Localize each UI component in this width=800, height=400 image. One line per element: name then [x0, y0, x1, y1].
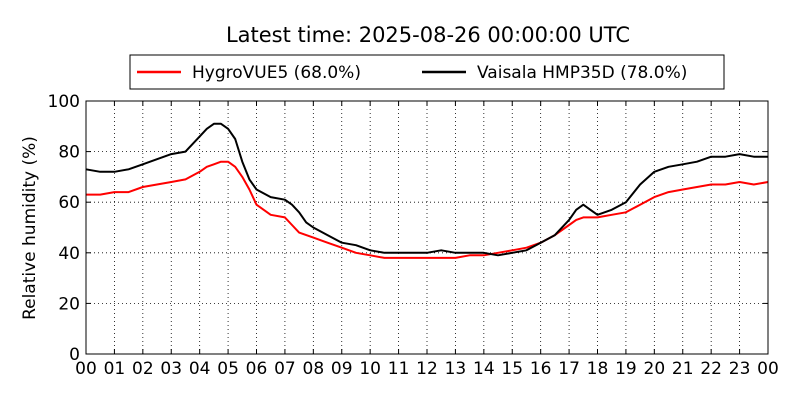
x-tick-label: 19	[615, 359, 637, 379]
x-tick-label: 06	[246, 359, 268, 379]
series-line-hygrovue5	[86, 160, 769, 259]
x-tick-label: 11	[388, 359, 410, 379]
x-tick-label: 09	[331, 359, 353, 379]
series-line-vaisala	[85, 122, 768, 257]
x-tick-label: 00	[757, 359, 779, 379]
series-lines	[85, 122, 769, 259]
y-axis-label: Relative humidity (%)	[20, 136, 40, 320]
y-tick-label: 100	[48, 92, 80, 112]
legend: HygroVUE5 (68.0%) Vaisala HMP35D (78.0%)	[129, 54, 725, 90]
y-tick-label: 60	[58, 193, 80, 213]
x-tick-label: 21	[672, 359, 694, 379]
x-tick-label: 02	[132, 359, 154, 379]
x-tick-label: 07	[274, 359, 296, 379]
y-tick-label: 80	[58, 143, 80, 163]
x-tick-label: 01	[104, 359, 126, 379]
x-tick-label: 20	[644, 359, 666, 379]
y-tick-label: 0	[69, 345, 80, 365]
y-tick-label: 20	[58, 294, 80, 314]
grid	[86, 101, 768, 354]
x-tick-label: 18	[587, 359, 609, 379]
axis-ticks: 00 01 02 03 04 05 06 07 08 09 10 11 12 13 14 15 16 17 18 19…	[48, 92, 779, 379]
x-tick-label: 23	[729, 359, 751, 379]
x-tick-label: 22	[700, 359, 722, 379]
x-tick-label: 12	[416, 359, 438, 379]
x-tick-label: 08	[303, 359, 325, 379]
x-tick-label: 04	[189, 359, 211, 379]
x-tick-label: 16	[530, 359, 552, 379]
y-tick-label: 40	[58, 244, 80, 264]
x-tick-label: 03	[160, 359, 182, 379]
x-tick-label: 13	[445, 359, 467, 379]
legend-label-hygrovue5: HygroVUE5 (68.0%)	[192, 63, 361, 83]
chart-title: Latest time: 2025-08-26 00:00:00 UTC	[226, 23, 630, 47]
x-tick-label: 17	[558, 359, 580, 379]
x-tick-label: 00	[75, 359, 97, 379]
legend-label-vaisala: Vaisala HMP35D (78.0%)	[477, 63, 687, 83]
plot-frame	[85, 100, 769, 355]
x-tick-label: 14	[473, 359, 495, 379]
x-tick-label: 10	[359, 359, 381, 379]
x-tick-label: 05	[217, 359, 239, 379]
x-tick-label: 15	[501, 359, 523, 379]
